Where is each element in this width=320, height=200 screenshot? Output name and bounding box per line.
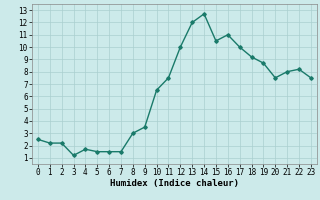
X-axis label: Humidex (Indice chaleur): Humidex (Indice chaleur) [110,179,239,188]
